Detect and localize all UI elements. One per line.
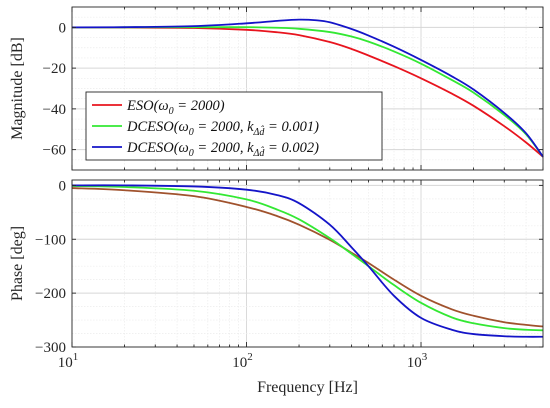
phase-xtick-label: 103 xyxy=(407,351,428,371)
legend-entry-0: ESO(ω0 = 2000) xyxy=(126,98,225,117)
mag-series-line-1 xyxy=(71,26,544,158)
phase-plot-area xyxy=(72,180,543,347)
mag-series-line-0 xyxy=(71,26,544,158)
phase-ytick-label: −300 xyxy=(35,340,66,356)
phase-xtick-label: 101 xyxy=(58,351,79,371)
mag-series-line-2 xyxy=(71,18,544,158)
mag-axes-box xyxy=(71,6,544,171)
legend-entry-1: DCESO(ω0 = 2000, kΔd̂ = 0.001) xyxy=(126,119,319,138)
phase-series-group xyxy=(71,184,544,338)
mag-ytick-label: 0 xyxy=(59,20,67,36)
legend-entry-2: DCESO(ω0 = 2000, kΔd̂ = 0.002) xyxy=(126,140,319,159)
magnitude-panel: 0 −20 −40 −60 ESO(ω0 = 2000) DCESO(ω0 = 2000,… xyxy=(43,6,544,171)
phase-series-line-1 xyxy=(71,185,544,332)
magnitude-y-axis-label: Magnitude [dB] xyxy=(9,37,26,140)
legend-box xyxy=(85,91,383,161)
phase-series-line-0 xyxy=(71,187,544,328)
phase-ytick-label: −100 xyxy=(35,232,66,248)
frequency-x-axis-label: Frequency [Hz] xyxy=(257,379,358,396)
mag-ytick-label: −20 xyxy=(43,61,66,77)
mag-ytick-label: −40 xyxy=(43,102,66,118)
mag-ytick-label: −60 xyxy=(43,143,66,159)
phase-ytick-label: 0 xyxy=(59,178,67,194)
phase-axes-box xyxy=(71,179,544,348)
phase-y-axis-label: Phase [deg] xyxy=(9,226,26,301)
mag-series-group xyxy=(71,18,544,158)
phase-ytick-label: −200 xyxy=(35,286,66,302)
phase-series-line-2 xyxy=(71,184,544,338)
legend: ESO(ω0 = 2000) DCESO(ω0 = 2000, kΔd̂ = 0.… xyxy=(85,91,383,161)
phase-xtick-label: 102 xyxy=(232,351,253,371)
